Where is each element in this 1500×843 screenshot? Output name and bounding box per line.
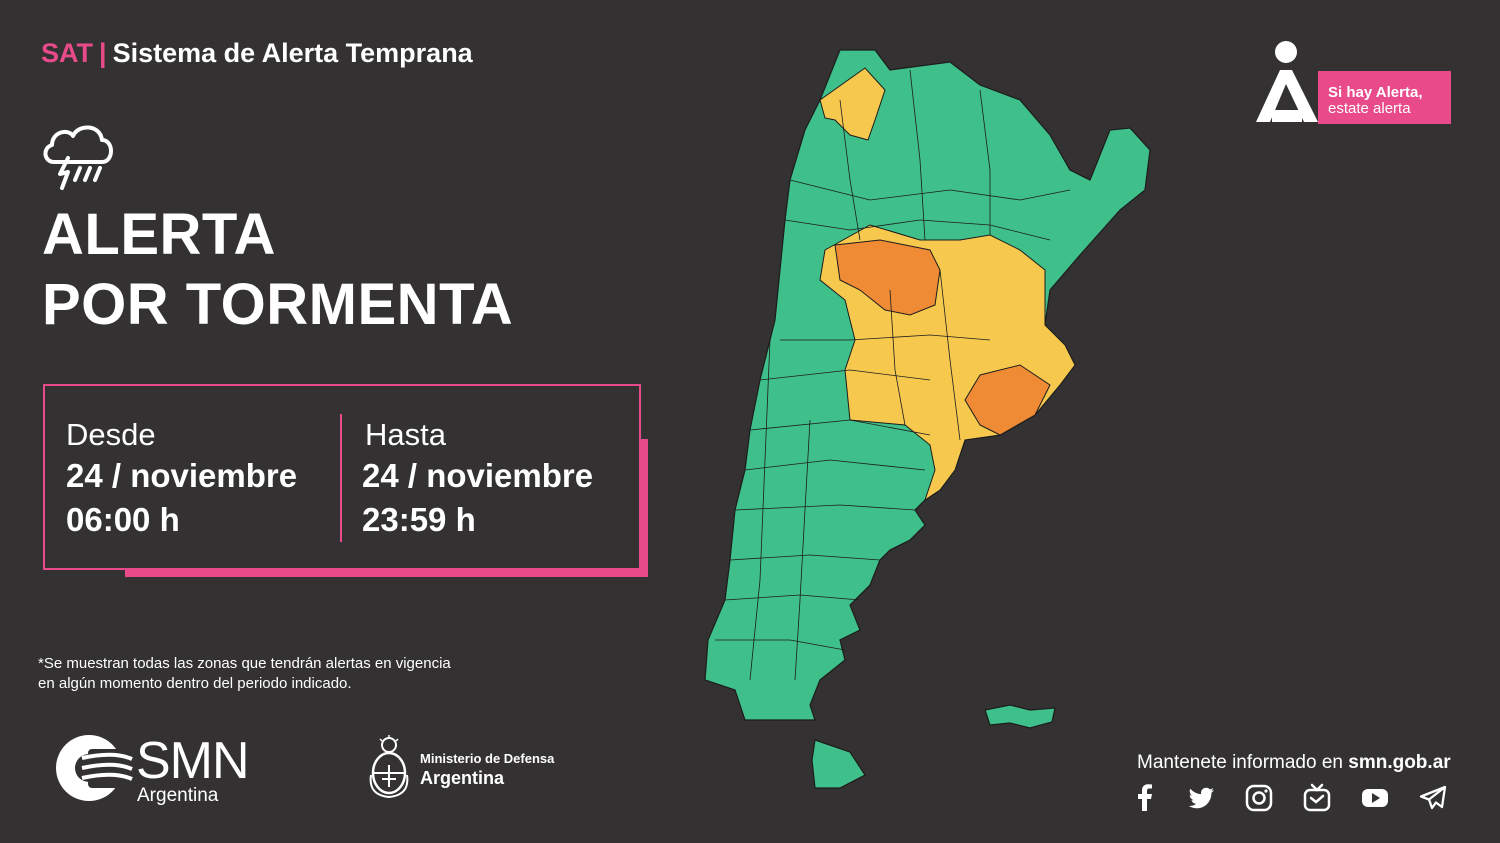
storm-cloud-icon (43, 125, 113, 190)
period-to: Hasta 24 / noviembre 23:59 h (362, 416, 593, 542)
footer-text: Mantenete informado en (1137, 752, 1349, 773)
map-orange-buenos-aires (964, 364, 1051, 436)
to-date: 24 / noviembre (362, 457, 594, 494)
panel-accent-right (641, 439, 648, 577)
panel-accent-bottom (125, 570, 648, 577)
ministry-line1: Ministerio de Defensa (420, 751, 555, 766)
twitter-icon[interactable] (1187, 783, 1217, 813)
brand-line1: Si hay Alerta, (1328, 84, 1423, 101)
system-name: Sistema de Alerta Temprana (112, 38, 473, 68)
alert-title-line1: ALERTA (42, 202, 276, 267)
sat-label: SAT (41, 38, 93, 68)
map-yellow-northwest (819, 67, 886, 141)
from-time: 06:00 h (66, 501, 180, 538)
header-separator: | (99, 38, 107, 68)
tv-icon[interactable] (1302, 783, 1332, 813)
map-orange-cordoba (834, 239, 941, 316)
alert-title: ALERTA POR TORMENTA (42, 200, 513, 340)
smn-logo-icon (56, 735, 138, 801)
ministry-line2: Argentina (420, 768, 505, 788)
period-divider (340, 414, 342, 542)
alert-brand-logo-icon (1256, 41, 1318, 122)
instagram-icon[interactable] (1244, 783, 1274, 813)
from-date: 24 / noviembre (66, 457, 298, 494)
to-label: Hasta (365, 417, 446, 452)
telegram-icon[interactable] (1418, 783, 1448, 813)
footnote: *Se muestran todas las zonas que tendrán… (38, 655, 451, 692)
brand-badge (1318, 71, 1451, 124)
brand-line2: estate alerta (1328, 100, 1411, 117)
map-tierra-del-fuego (811, 739, 866, 789)
alert-title-line2: POR TORMENTA (42, 272, 514, 337)
map-boundaries (715, 69, 1071, 681)
smn-logo-text: SMN (136, 732, 250, 790)
footer-info: Mantenete informado en smn.gob.ar (1137, 752, 1451, 774)
youtube-icon[interactable] (1360, 783, 1390, 813)
to-time: 23:59 h (362, 501, 476, 538)
period-panel (43, 384, 641, 570)
map-malvinas (984, 704, 1056, 729)
smn-logo-subtitle: Argentina (137, 785, 219, 806)
facebook-icon[interactable] (1130, 783, 1160, 813)
header-title: SAT | Sistema de Alerta Temprana (41, 38, 473, 69)
national-shield-icon (369, 735, 409, 799)
from-label: Desde (66, 417, 156, 452)
footer-site-link[interactable]: smn.gob.ar (1348, 752, 1451, 773)
argentina-alert-map (704, 49, 1151, 789)
period-from: Desde 24 / noviembre 06:00 h (66, 416, 297, 542)
